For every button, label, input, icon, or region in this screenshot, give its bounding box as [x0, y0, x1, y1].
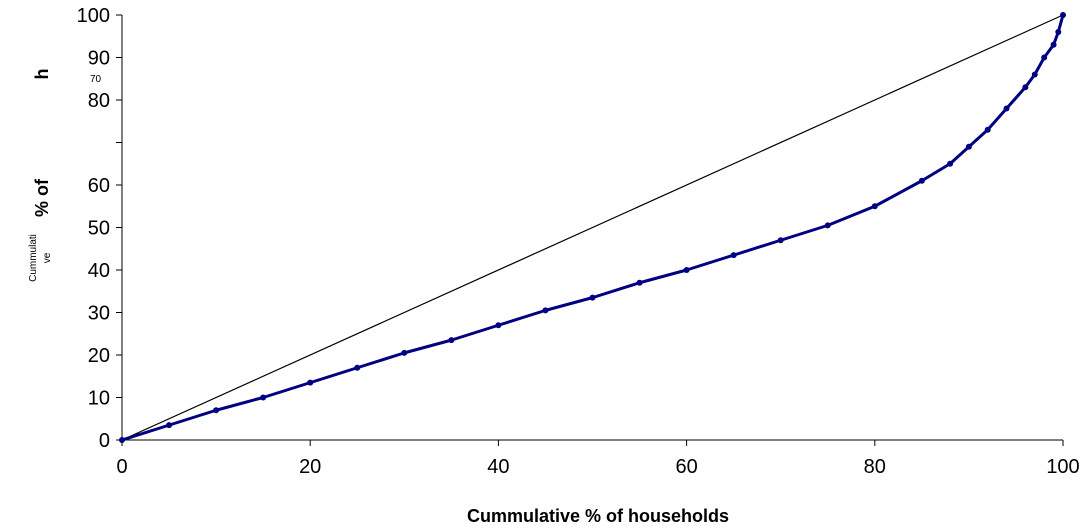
lorenz-curve-point	[307, 379, 314, 386]
y-axis-label-fragment-1: Cummulati	[28, 234, 39, 282]
y-axis-label-fragment-3: % of	[32, 178, 52, 217]
lorenz-curve-point	[918, 177, 925, 184]
lorenz-curve-point	[965, 143, 972, 150]
lorenz-curve-point	[542, 307, 549, 314]
lorenz-curve-point	[984, 126, 991, 133]
y-tick-label: 20	[88, 345, 110, 367]
lorenz-curve-point	[871, 203, 878, 210]
lorenz-curve-point	[119, 437, 125, 443]
lorenz-curve-point	[1003, 105, 1010, 112]
y-tick-label: 10	[88, 388, 110, 410]
y-tick-label: 30	[88, 303, 110, 325]
lorenz-curve-point	[1041, 54, 1048, 61]
lorenz-curve-point	[166, 422, 173, 429]
y-tick-label: 50	[88, 218, 110, 240]
y-tick-label: 0	[99, 430, 110, 452]
lorenz-curve-point	[777, 237, 784, 244]
y-tick-label: 40	[88, 260, 110, 282]
y-tick-label: 60	[88, 175, 110, 197]
x-tick-label: 60	[675, 456, 697, 478]
lorenz-curve-point	[1055, 29, 1062, 35]
x-tick-label: 0	[116, 456, 127, 478]
lorenz-curve-point	[1060, 12, 1066, 18]
lorenz-curve-point	[947, 160, 954, 167]
x-tick-label: 100	[1046, 456, 1079, 478]
stray-label: 70	[90, 74, 102, 85]
lorenz-curve-point	[683, 267, 690, 273]
lorenz-curve-point	[495, 322, 502, 329]
lorenz-curve-point	[824, 222, 831, 229]
y-tick-label: 100	[77, 5, 110, 27]
y-axis-ticks: 0 10 20 30 40 50 60 80 90 100	[77, 5, 122, 452]
lorenz-curve-point	[260, 394, 267, 401]
equality-line	[121, 14, 1064, 441]
lorenz-curve-point	[354, 364, 361, 371]
y-tick-label: 80	[88, 90, 110, 112]
y-axis-label-fragment-2: ve	[42, 252, 53, 263]
x-tick-label: 40	[487, 456, 509, 478]
lorenz-curve-point	[589, 294, 596, 301]
lorenz-curve-line	[121, 14, 1065, 442]
y-tick-label: 90	[88, 48, 110, 70]
x-tick-label: 20	[299, 456, 321, 478]
lorenz-curve-point	[1022, 84, 1029, 91]
lorenz-curve-point	[636, 279, 643, 286]
x-tick-label: 80	[864, 456, 886, 478]
lorenz-curve-point	[448, 337, 455, 344]
lorenz-curve-point	[1031, 71, 1038, 78]
series-layer	[119, 12, 1066, 443]
y-axis-label-fragment-4: h	[32, 69, 52, 80]
lorenz-curve-point	[213, 407, 220, 414]
x-axis-ticks: 0 20 40 60 80 100	[116, 440, 1080, 478]
lorenz-curve-point	[401, 349, 408, 356]
lorenz-curve-point	[730, 252, 737, 259]
lorenz-curve-point	[1050, 41, 1057, 48]
x-axis-label: Cummulative % of households	[467, 506, 729, 526]
